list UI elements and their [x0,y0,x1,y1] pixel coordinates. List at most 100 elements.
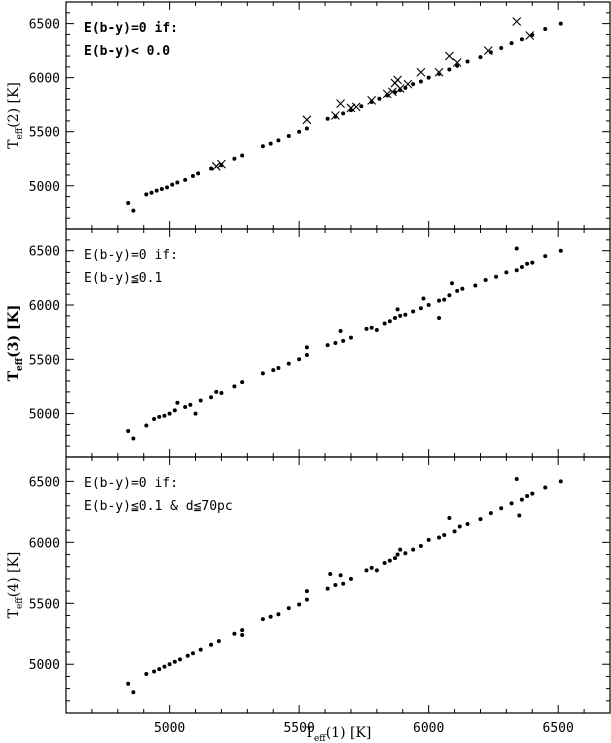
data-point [304,597,309,602]
data-point [364,326,369,331]
panel-annotation-line: E(b-y)=0 if: [84,476,178,491]
data-point [333,114,338,119]
data-point [377,96,382,101]
data-point [325,343,330,348]
data-point [543,485,548,490]
data-point [374,327,379,332]
data-point-cross [452,58,462,67]
panels: 5000 5500 6000 6500 Teff(2) [K] E(b-y)=0 if: E… [6,1,611,736]
data-point [437,298,442,303]
data-point [382,561,387,566]
panel-3: 5000 5500 6000 6500 5000 5500 6000 6500 Teff(4) … [6,456,611,736]
data-point-cross [351,102,361,112]
data-point [198,647,203,652]
data-point [304,126,309,131]
data-point [126,201,131,206]
data-point [240,628,245,633]
data-point [297,602,302,607]
data-point [219,390,224,395]
data-point-cross [445,51,454,61]
data-point [152,417,157,421]
data-point [271,368,276,373]
data-point [304,345,309,350]
data-point [175,400,180,405]
data-point-cross [434,67,444,77]
data-point [478,55,483,60]
y-tick-label: 6500 [29,245,60,260]
data-point [387,558,392,563]
y-tick-label: 6000 [29,536,60,551]
data-point [449,281,454,286]
data-point [514,476,519,481]
panel-annotation-line: E(b-y)≦0.1 [84,271,162,286]
data-point-cross [525,31,535,40]
y-tick-label: 6000 [29,299,60,314]
data-point [170,182,175,187]
data-point [447,67,452,72]
data-point [126,428,131,433]
data-point [209,395,214,400]
data-point [216,639,221,644]
y-tick-label: 5000 [29,658,60,673]
data-point [473,283,478,288]
data-point-cross [393,75,402,85]
data-point [214,389,219,394]
data-point [364,568,369,573]
data-point [198,398,203,403]
data-point-cross [302,115,312,125]
data-point-cross [416,67,426,77]
data-point [398,313,403,318]
data-point [437,535,442,540]
y-tick-label: 6500 [29,475,60,490]
data-point [325,586,330,591]
data-point [348,576,353,581]
data-point [525,261,530,266]
data-point [403,312,408,317]
data-point [268,614,273,619]
data-point [514,246,519,251]
data-point [341,111,346,116]
data-point [240,153,245,158]
data-point-cross [512,17,522,26]
data-point [426,75,431,80]
data-point [154,188,159,193]
data-point [333,583,338,587]
data-point [519,37,524,42]
data-point [558,479,563,484]
data-point [369,325,374,330]
data-point [183,177,188,182]
data-point [483,278,488,283]
data-point [219,163,224,168]
data-point [232,631,237,636]
data-point [276,138,281,143]
data-point [499,506,504,511]
data-point [426,537,431,542]
data-point [509,501,514,506]
data-point [558,248,563,253]
data-point [418,306,423,311]
data-point [157,414,162,419]
data-point [196,171,201,176]
data-point [543,27,548,32]
data-point [348,335,353,340]
data-point [418,79,423,84]
data-point [188,402,193,407]
data-point [530,491,535,496]
data-point [297,129,302,134]
data-point [260,144,265,149]
data-point [411,309,416,314]
data-point [442,297,447,302]
y-axis-label: Teff(4) [K] [6,552,25,619]
data-point [369,565,374,570]
x-tick-label: 5000 [154,721,185,736]
data-point [392,316,397,321]
data-point [519,497,524,502]
panel-annotation-line: E(b-y)=0 if: [84,21,178,36]
y-tick-label: 5000 [29,408,60,423]
data-point [494,274,499,279]
data-point [442,533,447,538]
y-axis-label: Teff(2) [K] [6,82,25,149]
data-point [457,524,462,529]
data-point-cross [367,95,377,105]
